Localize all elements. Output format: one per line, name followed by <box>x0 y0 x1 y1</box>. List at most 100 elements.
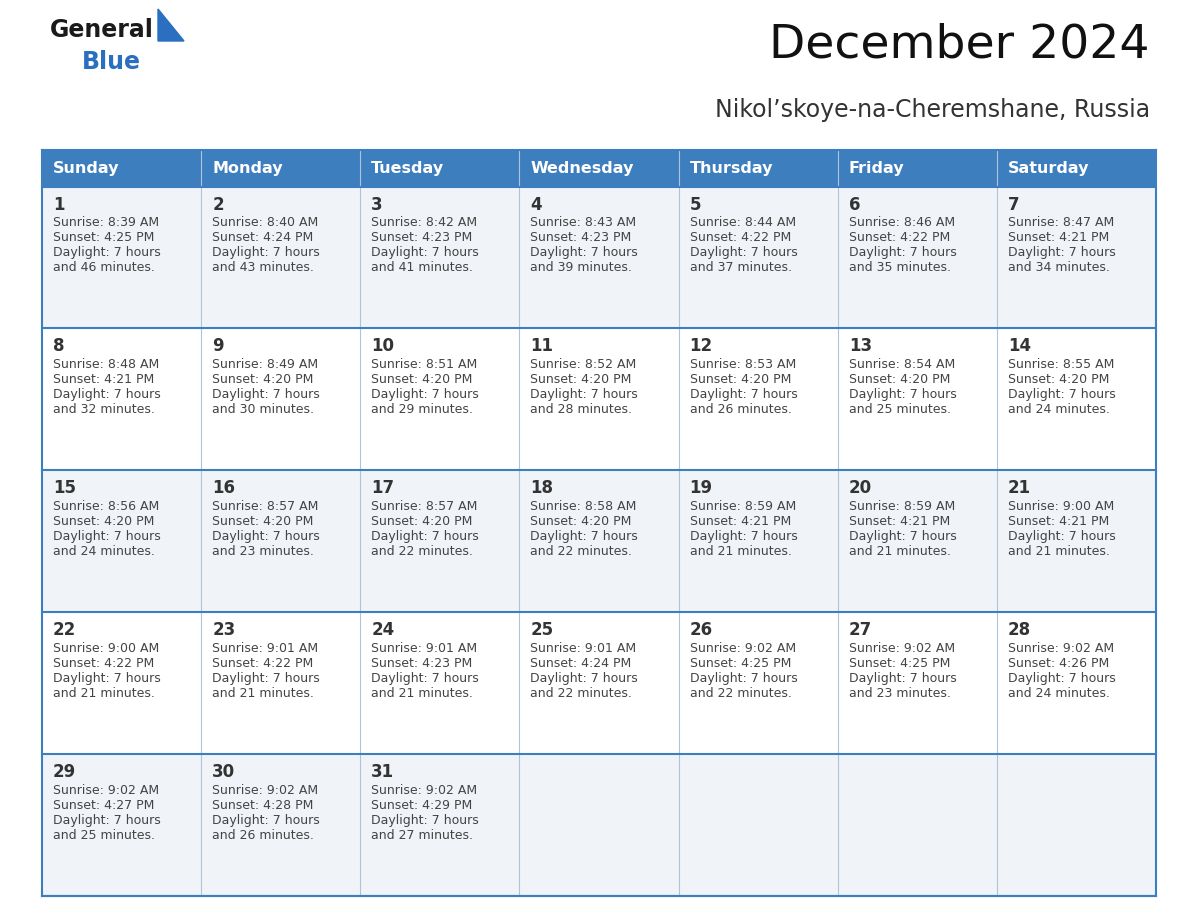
Text: Daylight: 7 hours: Daylight: 7 hours <box>530 530 638 543</box>
Text: and 24 minutes.: and 24 minutes. <box>53 544 154 558</box>
Bar <box>519 186 678 329</box>
Text: Daylight: 7 hours: Daylight: 7 hours <box>53 813 160 827</box>
Text: Daylight: 7 hours: Daylight: 7 hours <box>53 672 160 685</box>
Text: Sunset: 4:20 PM: Sunset: 4:20 PM <box>1007 374 1110 386</box>
Text: Sunrise: 9:02 AM: Sunrise: 9:02 AM <box>1007 643 1114 655</box>
Text: Sunrise: 8:48 AM: Sunrise: 8:48 AM <box>53 358 159 372</box>
Text: Sunday: Sunday <box>53 161 120 175</box>
Text: Sunset: 4:20 PM: Sunset: 4:20 PM <box>530 515 632 528</box>
Text: and 26 minutes.: and 26 minutes. <box>689 403 791 416</box>
Polygon shape <box>158 9 184 41</box>
Text: 15: 15 <box>53 479 76 498</box>
Text: 12: 12 <box>689 338 713 355</box>
Bar <box>997 186 1156 329</box>
Text: Sunset: 4:22 PM: Sunset: 4:22 PM <box>213 657 314 670</box>
Text: Daylight: 7 hours: Daylight: 7 hours <box>1007 388 1116 401</box>
Text: and 21 minutes.: and 21 minutes. <box>213 687 314 700</box>
Text: and 24 minutes.: and 24 minutes. <box>1007 687 1110 700</box>
Text: and 23 minutes.: and 23 minutes. <box>213 544 314 558</box>
Text: 31: 31 <box>372 763 394 781</box>
Text: Blue: Blue <box>82 50 141 74</box>
Text: Sunset: 4:21 PM: Sunset: 4:21 PM <box>848 515 950 528</box>
Text: and 23 minutes.: and 23 minutes. <box>848 687 950 700</box>
Text: Daylight: 7 hours: Daylight: 7 hours <box>213 672 320 685</box>
Text: Daylight: 7 hours: Daylight: 7 hours <box>53 388 160 401</box>
Bar <box>519 754 678 896</box>
Bar <box>42 470 201 612</box>
Text: and 34 minutes.: and 34 minutes. <box>1007 261 1110 274</box>
Text: 29: 29 <box>53 763 76 781</box>
Text: Sunset: 4:25 PM: Sunset: 4:25 PM <box>689 657 791 670</box>
Text: and 29 minutes.: and 29 minutes. <box>372 403 473 416</box>
Text: Daylight: 7 hours: Daylight: 7 hours <box>530 388 638 401</box>
Text: and 35 minutes.: and 35 minutes. <box>848 261 950 274</box>
Text: Daylight: 7 hours: Daylight: 7 hours <box>372 246 479 259</box>
Text: Tuesday: Tuesday <box>372 161 444 175</box>
Text: Sunrise: 8:42 AM: Sunrise: 8:42 AM <box>372 217 478 230</box>
Text: Friday: Friday <box>848 161 904 175</box>
Text: Sunrise: 8:40 AM: Sunrise: 8:40 AM <box>213 217 318 230</box>
Text: Sunset: 4:23 PM: Sunset: 4:23 PM <box>372 657 473 670</box>
Bar <box>997 329 1156 470</box>
Text: Sunrise: 8:59 AM: Sunrise: 8:59 AM <box>848 500 955 513</box>
Text: and 21 minutes.: and 21 minutes. <box>372 687 473 700</box>
Bar <box>997 470 1156 612</box>
Text: and 21 minutes.: and 21 minutes. <box>848 544 950 558</box>
Bar <box>519 470 678 612</box>
Text: Sunset: 4:20 PM: Sunset: 4:20 PM <box>213 374 314 386</box>
Text: 6: 6 <box>848 196 860 214</box>
Text: Sunrise: 8:59 AM: Sunrise: 8:59 AM <box>689 500 796 513</box>
Text: and 25 minutes.: and 25 minutes. <box>53 829 154 842</box>
Text: 22: 22 <box>53 621 76 639</box>
Text: 18: 18 <box>530 479 554 498</box>
Text: and 21 minutes.: and 21 minutes. <box>1007 544 1110 558</box>
Text: Saturday: Saturday <box>1007 161 1089 175</box>
Text: Daylight: 7 hours: Daylight: 7 hours <box>213 530 320 543</box>
Text: and 27 minutes.: and 27 minutes. <box>372 829 473 842</box>
Bar <box>360 754 519 896</box>
Bar <box>360 329 519 470</box>
Bar <box>201 150 360 186</box>
Bar <box>678 612 838 754</box>
Text: Wednesday: Wednesday <box>530 161 634 175</box>
Bar <box>42 612 201 754</box>
Bar <box>42 186 201 329</box>
Text: and 32 minutes.: and 32 minutes. <box>53 403 154 416</box>
Bar <box>201 754 360 896</box>
Bar <box>678 754 838 896</box>
Bar <box>997 754 1156 896</box>
Text: and 28 minutes.: and 28 minutes. <box>530 403 632 416</box>
Text: 8: 8 <box>53 338 64 355</box>
Text: Sunrise: 8:57 AM: Sunrise: 8:57 AM <box>372 500 478 513</box>
Text: Daylight: 7 hours: Daylight: 7 hours <box>1007 672 1116 685</box>
Text: Daylight: 7 hours: Daylight: 7 hours <box>689 672 797 685</box>
Text: General: General <box>50 18 154 42</box>
Text: Sunset: 4:20 PM: Sunset: 4:20 PM <box>372 374 473 386</box>
Text: Monday: Monday <box>213 161 283 175</box>
Text: Daylight: 7 hours: Daylight: 7 hours <box>1007 530 1116 543</box>
Text: 3: 3 <box>372 196 383 214</box>
Text: Sunrise: 8:56 AM: Sunrise: 8:56 AM <box>53 500 159 513</box>
Text: Daylight: 7 hours: Daylight: 7 hours <box>372 530 479 543</box>
Text: Sunrise: 9:02 AM: Sunrise: 9:02 AM <box>372 784 478 797</box>
Text: Sunset: 4:20 PM: Sunset: 4:20 PM <box>372 515 473 528</box>
Text: Sunset: 4:20 PM: Sunset: 4:20 PM <box>689 374 791 386</box>
Text: Daylight: 7 hours: Daylight: 7 hours <box>689 530 797 543</box>
Text: Daylight: 7 hours: Daylight: 7 hours <box>213 813 320 827</box>
Text: 11: 11 <box>530 338 554 355</box>
Text: and 22 minutes.: and 22 minutes. <box>372 544 473 558</box>
Text: Sunrise: 8:43 AM: Sunrise: 8:43 AM <box>530 217 637 230</box>
Text: and 30 minutes.: and 30 minutes. <box>213 403 314 416</box>
Text: Sunset: 4:21 PM: Sunset: 4:21 PM <box>689 515 791 528</box>
Bar <box>678 470 838 612</box>
Text: Sunrise: 8:58 AM: Sunrise: 8:58 AM <box>530 500 637 513</box>
Text: 28: 28 <box>1007 621 1031 639</box>
Bar <box>678 186 838 329</box>
Text: Daylight: 7 hours: Daylight: 7 hours <box>372 813 479 827</box>
Text: 4: 4 <box>530 196 542 214</box>
Text: Nikol’skoye-na-Cheremshane, Russia: Nikol’skoye-na-Cheremshane, Russia <box>715 98 1150 122</box>
Bar <box>360 186 519 329</box>
Text: and 43 minutes.: and 43 minutes. <box>213 261 314 274</box>
Bar <box>201 186 360 329</box>
Bar <box>997 150 1156 186</box>
